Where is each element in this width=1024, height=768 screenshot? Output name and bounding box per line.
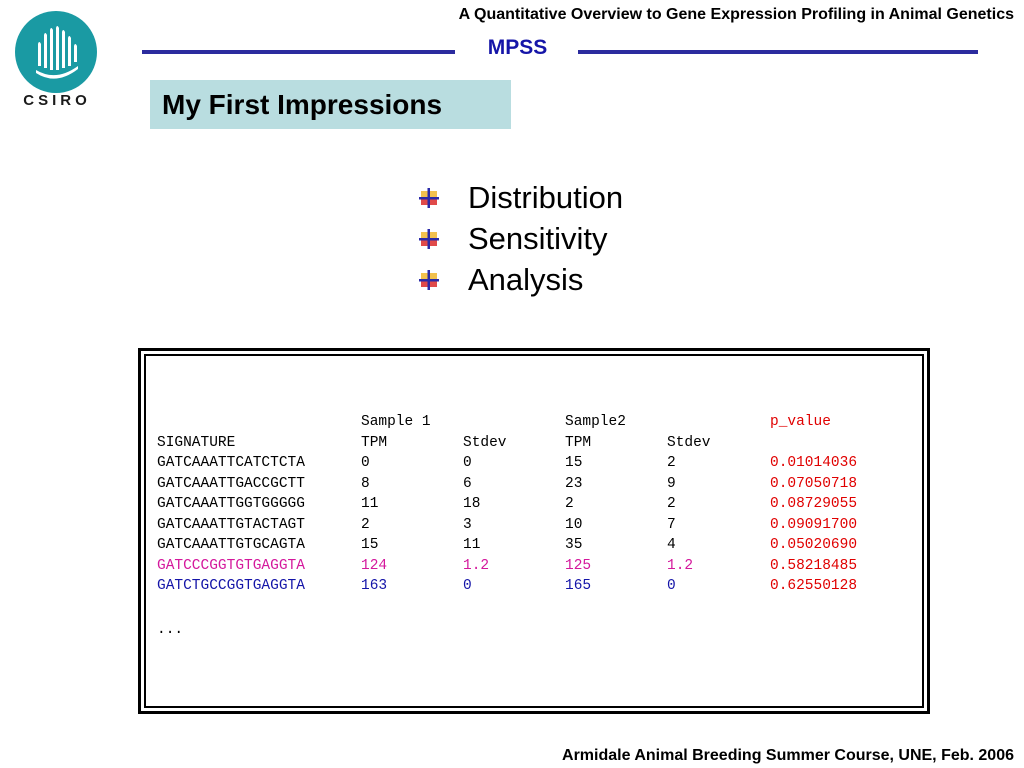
header-divider-left (142, 50, 455, 54)
table-cell: 2 (667, 455, 676, 472)
table-cell: 23 (565, 475, 583, 492)
table-group-header-row: Sample 1 Sample2 p_value (157, 412, 857, 433)
table-cell: 0 (463, 455, 472, 472)
table-cell: 35 (565, 537, 583, 554)
table-cell: Sample 1 (361, 414, 431, 431)
table-cell: 1.2 (463, 557, 490, 574)
table-cell: 0.62550128 (770, 578, 858, 595)
table-cell: 11 (361, 496, 379, 513)
table-cell: 124 (361, 557, 388, 574)
table-cell: 0.05020690 (770, 537, 858, 554)
table-cell: Sample2 (565, 414, 626, 431)
table-cell: 0.09091700 (770, 516, 858, 533)
table-cell: 18 (463, 496, 481, 513)
bullet-icon (419, 187, 439, 208)
bullet-item: Analysis (418, 259, 623, 300)
table-cell: GATCAAATTCATCTCTA (157, 455, 305, 472)
bullet-text: Sensitivity (468, 220, 608, 256)
table-cell: TPM (361, 434, 388, 451)
table-cell: 165 (565, 578, 592, 595)
table-cell: 163 (361, 578, 388, 595)
bullet-icon (419, 269, 439, 290)
table-cell: 15 (565, 455, 583, 472)
table-cell: 0.07050718 (770, 475, 858, 492)
bullet-item: Distribution (418, 177, 623, 218)
expression-table-frame: Sample 1 Sample2 p_value SIGNATURE TPM S… (138, 348, 930, 714)
table-cell: 10 (565, 516, 583, 533)
table-cell: 3 (463, 516, 472, 533)
table-cell: GATCAAATTGTGCAGTA (157, 537, 305, 554)
table-cell: 2 (361, 516, 370, 533)
table-row: GATCAAATTGTACTAGT 2 3 10 7 0.09091700 (157, 515, 857, 536)
table-cell (463, 412, 565, 433)
table-ellipsis: ... (157, 622, 184, 638)
bullet-list: Distribution Sensitivity Analysis (418, 177, 623, 300)
logo-text: CSIRO (23, 92, 91, 108)
bullet-icon (419, 228, 439, 249)
slide-heading: My First Impressions (150, 80, 511, 129)
table-row: GATCAAATTGACCGCTT 8 6 23 9 0.07050718 (157, 474, 857, 495)
table-row: GATCAAATTCATCTCTA 0 0 15 2 0.01014036 (157, 453, 857, 474)
table-cell: 7 (667, 516, 676, 533)
table-cell: Stdev (463, 434, 507, 451)
table-cell: GATCAAATTGACCGCTT (157, 475, 305, 492)
bullet-text: Analysis (468, 261, 584, 297)
course-title: A Quantitative Overview to Gene Expressi… (458, 6, 1014, 23)
table-cell (770, 433, 857, 454)
p-value-header: p_value (770, 414, 831, 431)
table-cell (667, 412, 770, 433)
table-cell: 0.58218485 (770, 557, 858, 574)
table-cell: 11 (463, 537, 481, 554)
table-row-highlighted: GATCTGCCGGTGAGGTA 163 0 165 0 0.62550128 (157, 576, 857, 597)
table-cell: 0.08729055 (770, 496, 858, 513)
header-divider-right (578, 50, 978, 54)
table-row: GATCAAATTGTGCAGTA 15 11 35 4 0.05020690 (157, 535, 857, 556)
table-cell: 2 (667, 496, 676, 513)
table-cell: 2 (565, 496, 574, 513)
expression-table-inner-frame: Sample 1 Sample2 p_value SIGNATURE TPM S… (144, 354, 924, 708)
table-cell: GATCAAATTGTACTAGT (157, 516, 305, 533)
expression-table: Sample 1 Sample2 p_value SIGNATURE TPM S… (157, 412, 857, 597)
table-cell: TPM (565, 434, 592, 451)
table-cell: 1.2 (667, 557, 694, 574)
table-cell: GATCTGCCGGTGAGGTA (157, 578, 305, 595)
csiro-logo: CSIRO (14, 8, 100, 109)
table-cell: 8 (361, 475, 370, 492)
table-row: GATCAAATTGGTGGGGG 11 18 2 2 0.08729055 (157, 494, 857, 515)
table-cell: 0 (463, 578, 472, 595)
table-cell: 6 (463, 475, 472, 492)
table-cell: 15 (361, 537, 379, 554)
bullet-item: Sensitivity (418, 218, 623, 259)
table-cell: 125 (565, 557, 592, 574)
table-cell: Stdev (667, 434, 711, 451)
table-cell: 0 (667, 578, 676, 595)
table-cell: 0.01014036 (770, 455, 858, 472)
table-header-row: SIGNATURE TPM Stdev TPM Stdev (157, 433, 857, 454)
table-cell: 9 (667, 475, 676, 492)
section-title: MPSS (487, 36, 548, 59)
table-cell (157, 412, 361, 433)
table-row-highlighted: GATCCCGGTGTGAGGTA 124 1.2 125 1.2 0.5821… (157, 556, 857, 577)
table-cell: GATCAAATTGGTGGGGG (157, 496, 305, 513)
table-cell: SIGNATURE (157, 434, 236, 451)
table-cell: 4 (667, 537, 676, 554)
table-cell: GATCCCGGTGTGAGGTA (157, 557, 305, 574)
bullet-text: Distribution (468, 179, 624, 215)
table-cell: 0 (361, 455, 370, 472)
footer-text: Armidale Animal Breeding Summer Course, … (562, 747, 1014, 764)
